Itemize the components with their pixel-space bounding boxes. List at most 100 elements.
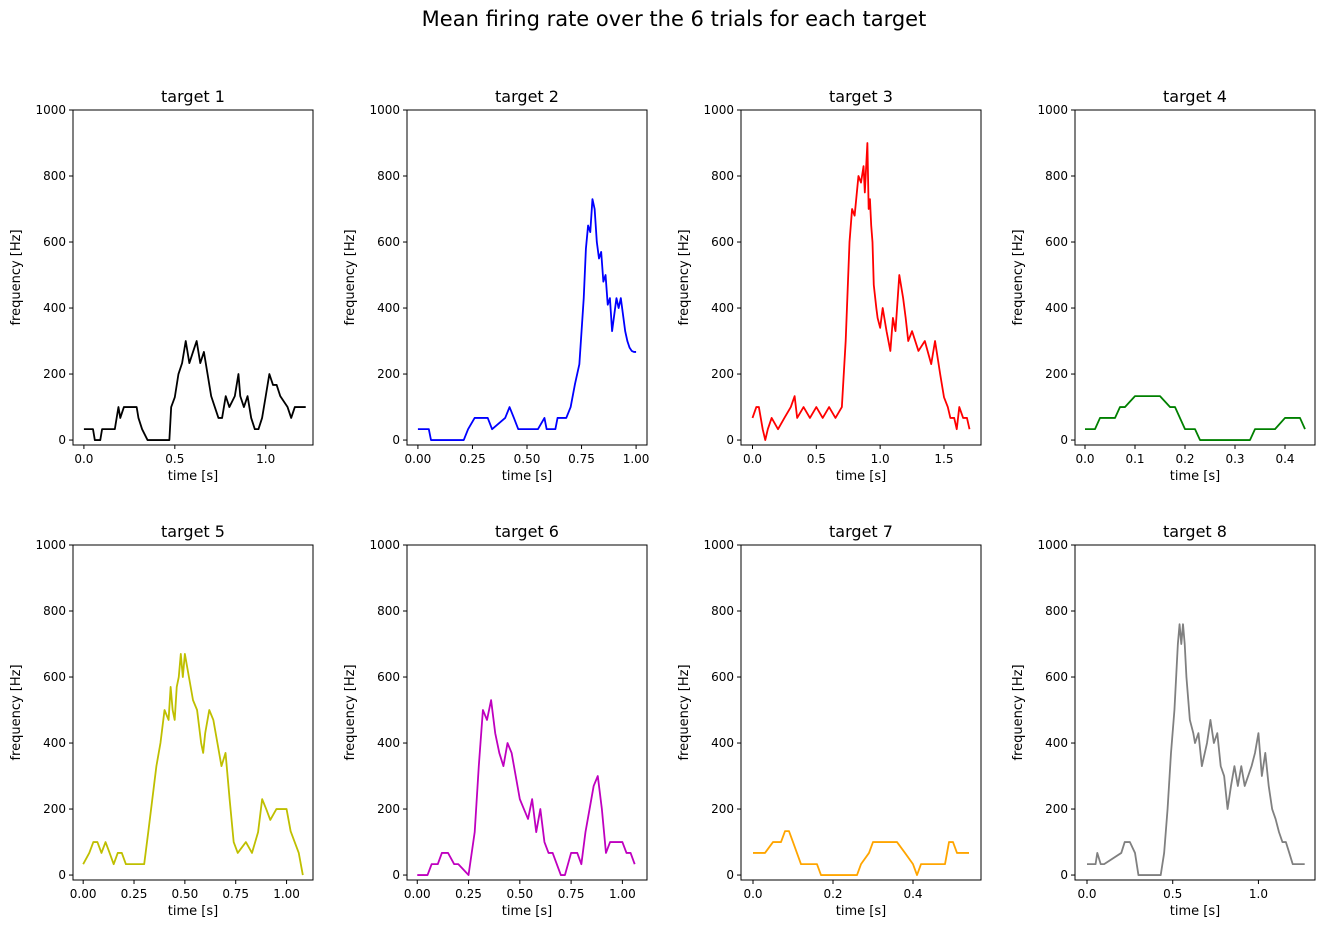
y-tick-label: 1000	[703, 103, 734, 117]
y-tick-label: 600	[377, 670, 400, 684]
y-tick-label: 0	[726, 433, 734, 447]
y-axis-label: frequency [Hz]	[677, 664, 692, 760]
x-tick-label: 0.50	[514, 452, 541, 466]
x-tick-label: 1.00	[609, 887, 636, 901]
x-axis-label: time [s]	[502, 469, 552, 484]
figure-suptitle: Mean firing rate over the 6 trials for e…	[422, 7, 927, 31]
axes-frame	[740, 544, 982, 881]
axes-frame	[72, 544, 314, 881]
y-tick-label: 200	[711, 802, 734, 816]
x-axis-label: time [s]	[1170, 469, 1220, 484]
y-tick-label: 0	[58, 433, 66, 447]
axes-frame	[72, 109, 314, 446]
y-tick-label: 200	[1045, 367, 1068, 381]
x-tick-label: 0.00	[404, 887, 431, 901]
x-tick-label: 0.00	[70, 887, 97, 901]
y-tick-label: 600	[711, 670, 734, 684]
series-line	[83, 340, 306, 441]
subplot-target-1: target 1 0.0 0.5 1.0 0 200 400 600 800 1000 time […	[9, 87, 314, 484]
x-tick-label: 1.5	[934, 452, 953, 466]
x-tick-label: 0.4	[1275, 452, 1294, 466]
y-tick-label: 0	[1060, 868, 1068, 882]
y-tick-label: 400	[711, 736, 734, 750]
y-tick-label: 400	[377, 301, 400, 315]
x-tick-label: 0.0	[743, 452, 762, 466]
x-tick-label: 0.2	[823, 887, 842, 901]
y-tick-label: 400	[43, 301, 66, 315]
y-tick-label: 600	[43, 670, 66, 684]
y-tick-label: 1000	[1037, 538, 1068, 552]
y-axis-label: frequency [Hz]	[343, 229, 358, 325]
y-tick-label: 800	[43, 169, 66, 183]
subplot-title: target 3	[829, 87, 893, 106]
y-tick-label: 1000	[369, 538, 400, 552]
y-tick-label: 600	[43, 235, 66, 249]
y-tick-label: 800	[43, 604, 66, 618]
y-tick-label: 800	[1045, 169, 1068, 183]
y-tick-label: 600	[1045, 235, 1068, 249]
series-line	[417, 198, 637, 441]
x-tick-label: 0.0	[743, 887, 762, 901]
y-axis-label: frequency [Hz]	[9, 664, 24, 760]
x-tick-label: 0.5	[807, 452, 826, 466]
y-tick-label: 800	[1045, 604, 1068, 618]
x-tick-label: 0.0	[1077, 887, 1096, 901]
x-tick-label: 1.0	[1249, 887, 1268, 901]
y-axis-label: frequency [Hz]	[1011, 229, 1026, 325]
subplot-target-2: target 2 0.00 0.25 0.50 0.75 1.00 0 200 400 600 80…	[343, 87, 649, 484]
y-tick-label: 0	[58, 868, 66, 882]
x-tick-label: 0.75	[222, 887, 249, 901]
x-tick-label: 0.50	[172, 887, 199, 901]
subplot-target-3: target 3 0.0 0.5 1.0 1.5 0 200 400 600 800 1000 tim…	[677, 87, 982, 484]
x-tick-label: 0.4	[903, 887, 922, 901]
subplot-title: target 6	[495, 522, 559, 541]
series-line	[751, 142, 971, 441]
subplot-title: target 4	[1163, 87, 1227, 106]
axes-frame	[406, 544, 648, 881]
subplot-title: target 7	[829, 522, 893, 541]
x-axis-label: time [s]	[836, 469, 886, 484]
y-tick-label: 1000	[35, 538, 66, 552]
series-line	[753, 830, 969, 876]
x-tick-label: 0.5	[165, 452, 184, 466]
subplot-target-8: target 8 0.0 0.5 1.0 0 200 400 600 800 1000 time […	[1011, 522, 1316, 919]
x-tick-label: 0.3	[1225, 452, 1244, 466]
series-line	[1087, 623, 1305, 876]
axes-frame	[1074, 109, 1316, 446]
axes-frame	[740, 109, 982, 446]
y-tick-label: 800	[711, 169, 734, 183]
y-tick-label: 600	[1045, 670, 1068, 684]
y-tick-label: 400	[377, 736, 400, 750]
y-tick-label: 1000	[703, 538, 734, 552]
x-axis-label: time [s]	[168, 469, 218, 484]
y-tick-label: 0	[392, 868, 400, 882]
y-axis-label: frequency [Hz]	[343, 664, 358, 760]
y-tick-label: 400	[1045, 301, 1068, 315]
x-axis-label: time [s]	[168, 904, 218, 919]
x-axis-label: time [s]	[502, 904, 552, 919]
y-tick-label: 1000	[369, 103, 400, 117]
y-tick-label: 1000	[35, 103, 66, 117]
x-tick-label: 0.2	[1175, 452, 1194, 466]
y-tick-label: 0	[726, 868, 734, 882]
subplot-target-7: target 7 0.0 0.2 0.4 0 200 400 600 800 1000 time […	[677, 522, 982, 919]
x-axis-label: time [s]	[1170, 904, 1220, 919]
y-tick-label: 200	[1045, 802, 1068, 816]
x-tick-label: 0.25	[459, 452, 486, 466]
series-line	[82, 653, 304, 876]
y-tick-label: 200	[711, 367, 734, 381]
subplot-title: target 8	[1163, 522, 1227, 541]
series-line	[1085, 395, 1306, 441]
y-tick-label: 200	[43, 367, 66, 381]
y-tick-label: 800	[377, 604, 400, 618]
x-tick-label: 1.0	[256, 452, 275, 466]
subplot-target-4: target 4 0.0 0.1 0.2 0.3 0.4 0 200 400 600 800 1000…	[1011, 87, 1316, 484]
axes-frame	[406, 109, 648, 446]
y-tick-label: 800	[711, 604, 734, 618]
y-tick-label: 600	[377, 235, 400, 249]
x-tick-label: 0.1	[1125, 452, 1144, 466]
y-axis-label: frequency [Hz]	[677, 229, 692, 325]
x-axis-label: time [s]	[836, 904, 886, 919]
